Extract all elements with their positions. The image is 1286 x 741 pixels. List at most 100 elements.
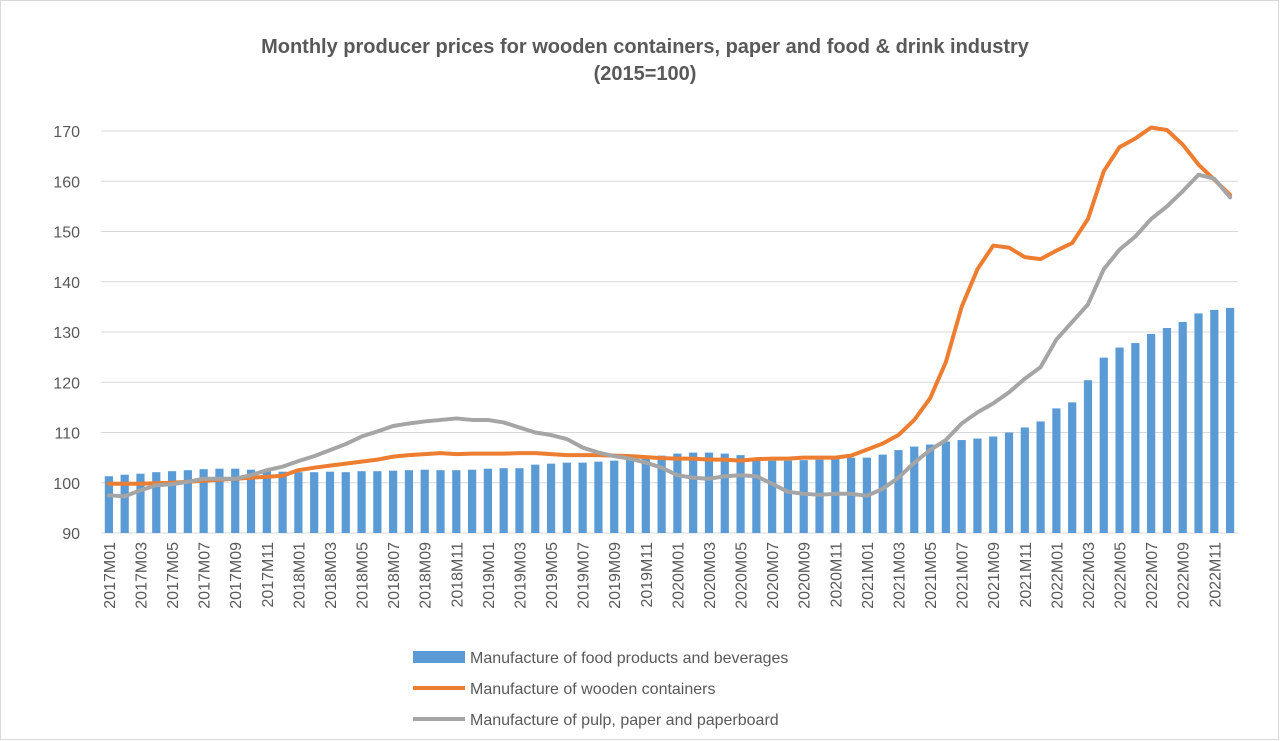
legend-label: Manufacture of food products and beverag… — [470, 650, 788, 667]
x-tick-label: 2021M01 — [860, 542, 877, 609]
bar-2019M11 — [641, 457, 650, 534]
bar-2022M11 — [1210, 309, 1219, 533]
x-tick-label: 2021M11 — [1018, 542, 1035, 608]
x-tick-label: 2020M11 — [828, 542, 845, 608]
y-tick-label: 170 — [53, 124, 80, 141]
bar-2019M07 — [578, 462, 587, 533]
x-tick-label: 2019M03 — [512, 542, 529, 609]
bar-2020M04 — [720, 453, 729, 533]
bar-2020M08 — [783, 460, 793, 533]
bar-2017M03 — [136, 473, 145, 533]
x-tick-label: 2019M01 — [481, 542, 498, 609]
x-tick-label: 2018M11 — [449, 542, 466, 608]
x-tick-label: 2020M01 — [670, 542, 687, 609]
bar-2020M11 — [831, 458, 840, 533]
bar-2022M08 — [1162, 327, 1172, 533]
chart-title: Monthly producer prices for wooden conta… — [261, 36, 1030, 58]
bar-2017M07 — [199, 469, 208, 533]
line-series-1 — [106, 125, 1233, 486]
x-tick-label: 2018M07 — [386, 542, 403, 609]
bar-2022M02 — [1068, 402, 1077, 533]
bar-2020M02 — [689, 452, 698, 533]
x-tick-label: 2020M05 — [734, 542, 751, 609]
bar-2022M12 — [1226, 307, 1235, 533]
bar-2017M08 — [215, 468, 224, 533]
bar-2021M06 — [941, 441, 950, 533]
bar-2018M06 — [373, 471, 382, 533]
bar-2022M10 — [1194, 313, 1203, 533]
bar-2017M05 — [167, 471, 177, 533]
bar-2020M09 — [799, 460, 808, 533]
bar-2018M10 — [436, 470, 445, 533]
bar-2022M09 — [1178, 321, 1187, 533]
y-axis-ticks: 90 100 110 120 130 140 150 160 170 — [53, 124, 80, 543]
x-tick-label: 2021M03 — [891, 542, 908, 609]
y-tick-label: 90 — [62, 526, 80, 543]
line-series — [106, 125, 1233, 499]
x-tick-label: 2021M05 — [923, 542, 940, 609]
y-tick-label: 100 — [53, 476, 80, 493]
bar-2019M03 — [515, 468, 524, 533]
bar-2018M01 — [294, 472, 303, 533]
bar-2021M04 — [910, 446, 919, 533]
x-tick-label: 2022M01 — [1049, 542, 1066, 609]
x-tick-label: 2017M09 — [228, 542, 245, 609]
bar-2018M02 — [310, 472, 319, 533]
y-tick-label: 150 — [53, 225, 80, 242]
x-tick-label: 2018M05 — [355, 542, 372, 609]
x-tick-label: 2017M07 — [197, 542, 214, 609]
bar-2017M09 — [231, 468, 240, 533]
legend-swatch-bar — [413, 651, 465, 663]
bar-2019M08 — [594, 461, 603, 533]
bar-2020M05 — [736, 455, 745, 533]
bar-2020M03 — [704, 452, 714, 533]
bar-2019M12 — [657, 455, 666, 533]
bar-2017M02 — [120, 474, 129, 533]
bar-2019M02 — [499, 468, 508, 533]
bar-2022M01 — [1052, 408, 1061, 533]
x-tick-label: 2022M03 — [1081, 542, 1098, 609]
bar-2022M06 — [1131, 343, 1140, 533]
bar-2017M04 — [152, 472, 161, 533]
bar-2019M04 — [531, 464, 540, 533]
x-tick-label: 2021M07 — [955, 542, 972, 609]
bar-2017M10 — [246, 469, 256, 533]
bar-2021M02 — [878, 454, 887, 533]
line-series-2 — [106, 172, 1233, 499]
x-tick-label: 2019M11 — [639, 542, 656, 608]
x-tick-label: 2019M07 — [576, 542, 593, 609]
bar-2018M08 — [404, 470, 414, 533]
gridlines — [101, 130, 1238, 534]
bar-2020M07 — [768, 460, 777, 533]
x-axis-ticks: 2017M01 2017M03 2017M05 2017M07 2017M09 2017M… — [102, 542, 1224, 609]
y-tick-label: 140 — [53, 275, 80, 292]
bar-2021M03 — [894, 450, 903, 533]
bar-2019M10 — [625, 459, 635, 533]
x-tick-label: 2020M07 — [765, 542, 782, 609]
x-tick-label: 2020M03 — [702, 542, 719, 609]
bar-2019M05 — [546, 463, 556, 533]
legend-label: Manufacture of pulp, paper and paperboar… — [470, 712, 779, 729]
bar-2019M01 — [483, 468, 492, 533]
x-tick-label: 2021M09 — [986, 542, 1003, 609]
x-tick-label: 2018M01 — [291, 542, 308, 609]
x-tick-label: 2019M09 — [607, 542, 624, 609]
bar-2021M11 — [1020, 427, 1029, 533]
bar-2022M05 — [1115, 347, 1124, 533]
y-tick-label: 130 — [53, 325, 80, 342]
x-tick-label: 2018M03 — [323, 542, 340, 609]
y-tick-label: 110 — [54, 426, 80, 443]
bar-2020M01 — [673, 453, 682, 533]
bar-2022M07 — [1147, 334, 1156, 533]
legend: Manufacture of food products and beverag… — [413, 650, 788, 729]
x-tick-label: 2022M09 — [1176, 542, 1193, 609]
bar-2018M03 — [325, 471, 335, 533]
x-tick-label: 2019M05 — [544, 542, 561, 609]
bar-2021M07 — [957, 440, 966, 533]
y-tick-label: 120 — [53, 375, 80, 392]
x-tick-label: 2017M03 — [133, 542, 150, 609]
bar-2019M06 — [562, 462, 571, 533]
bar-2022M04 — [1099, 357, 1108, 533]
x-tick-label: 2017M11 — [260, 542, 277, 608]
